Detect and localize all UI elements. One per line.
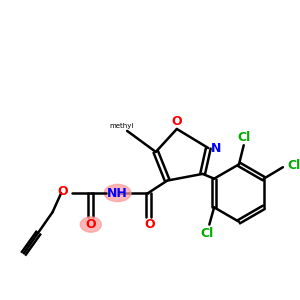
Text: methyl: methyl (109, 123, 134, 129)
Text: NH: NH (107, 187, 128, 200)
Text: O: O (145, 218, 155, 231)
Ellipse shape (80, 217, 101, 232)
Text: N: N (211, 142, 221, 154)
Text: Cl: Cl (288, 159, 300, 172)
Text: Cl: Cl (237, 131, 250, 144)
Ellipse shape (104, 184, 131, 202)
Text: O: O (85, 218, 96, 231)
Text: O: O (172, 115, 182, 128)
Text: Cl: Cl (201, 227, 214, 240)
Text: O: O (57, 184, 68, 198)
